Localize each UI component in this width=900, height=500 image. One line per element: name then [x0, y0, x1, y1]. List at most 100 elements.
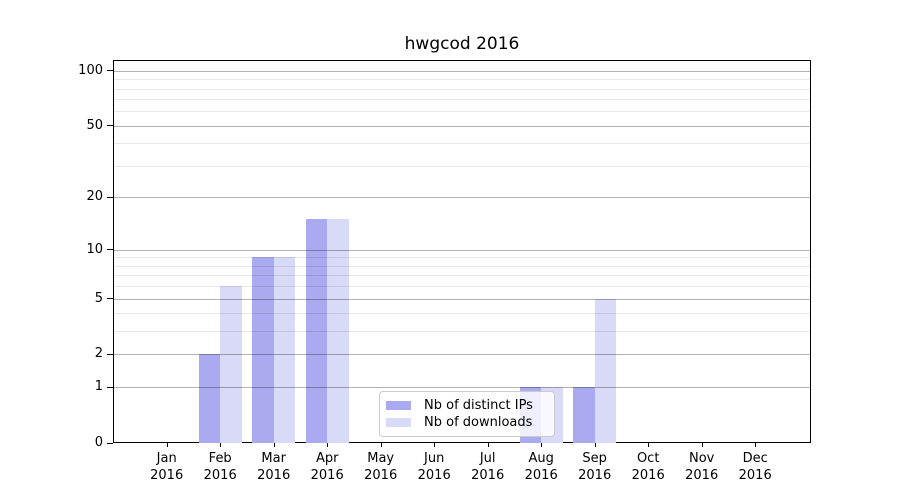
x-tick-year: 2016 — [257, 468, 291, 483]
legend-label-downloads: Nb of downloads — [424, 415, 533, 430]
x-tick-label-apr: Apr 2016 — [295, 450, 359, 484]
x-tick-year: 2016 — [738, 468, 772, 483]
bar-downloads-mar — [273, 257, 296, 443]
bar-downloads-feb — [220, 286, 242, 443]
y-tick-label-100: 100 — [78, 62, 103, 78]
gridline-minor-40 — [114, 143, 810, 145]
gridline-minor-90 — [114, 79, 810, 81]
x-tick-month: Aug — [528, 451, 554, 466]
bar-distinct-ips-sep — [573, 387, 595, 443]
gridline-major-100 — [114, 70, 810, 72]
x-tick-year: 2016 — [578, 468, 612, 483]
legend-label-distinct-ips: Nb of distinct IPs — [424, 398, 533, 413]
x-tick-label-sep: Sep 2016 — [563, 450, 627, 484]
gridline-major-50 — [114, 125, 810, 127]
x-tick-month: Jun — [424, 451, 445, 466]
legend-item-downloads: Nb of downloads — [386, 414, 548, 431]
x-tick-mark-apr — [327, 443, 329, 447]
x-tick-label-aug: Aug 2016 — [509, 450, 573, 484]
gridline-major-2 — [114, 354, 810, 356]
x-tick-label-mar: Mar 2016 — [242, 450, 306, 484]
x-tick-mark-mar — [273, 443, 275, 447]
legend-swatch-icon-downloads — [386, 418, 411, 427]
x-tick-year: 2016 — [685, 468, 719, 483]
x-tick-month: Feb — [208, 451, 232, 466]
x-tick-mark-jun — [434, 443, 436, 447]
y-tick-mark-50 — [107, 125, 113, 127]
x-tick-year: 2016 — [150, 468, 184, 483]
x-tick-mark-jul — [487, 443, 489, 447]
x-tick-year: 2016 — [524, 468, 558, 483]
bar-downloads-apr — [327, 219, 349, 443]
x-tick-label-jan: Jan 2016 — [135, 450, 199, 484]
y-tick-mark-2 — [107, 353, 113, 355]
x-tick-mark-feb — [220, 443, 222, 447]
y-tick-label-0: 0 — [94, 435, 103, 450]
gridline-minor-7 — [114, 275, 810, 277]
x-tick-year: 2016 — [203, 468, 237, 483]
x-tick-label-dec: Dec 2016 — [723, 450, 787, 484]
x-tick-year: 2016 — [364, 468, 398, 483]
x-tick-mark-sep — [594, 443, 596, 447]
gridline-major-20 — [114, 197, 810, 199]
y-tick-mark-100 — [107, 70, 113, 72]
gridline-minor-80 — [114, 88, 810, 90]
x-tick-label-feb: Feb 2016 — [188, 450, 252, 484]
legend-swatch-icon-distinct-ips — [386, 401, 411, 410]
x-tick-month: Sep — [582, 451, 607, 466]
x-tick-label-jul: Jul 2016 — [456, 450, 520, 484]
legend-item-distinct-ips: Nb of distinct IPs — [386, 397, 548, 414]
x-tick-month: Jul — [479, 451, 496, 466]
gridline-minor-4 — [114, 313, 810, 315]
chart-title: hwgcod 2016 — [404, 34, 520, 54]
x-tick-mark-jan — [166, 443, 168, 447]
x-tick-label-oct: Oct 2016 — [616, 450, 680, 484]
gridline-minor-70 — [114, 99, 810, 101]
y-tick-label-10: 10 — [86, 241, 103, 257]
x-tick-year: 2016 — [417, 468, 451, 483]
x-tick-mark-nov — [701, 443, 703, 447]
gridline-minor-6 — [114, 286, 810, 287]
bar-downloads-sep — [594, 298, 617, 443]
gridline-minor-60 — [114, 111, 810, 113]
x-tick-label-jun: Jun 2016 — [402, 450, 466, 484]
bar-distinct-ips-apr — [305, 219, 328, 443]
x-tick-month: Dec — [742, 451, 768, 466]
x-tick-month: Oct — [636, 451, 660, 466]
x-tick-month: Mar — [261, 451, 286, 466]
legend: Nb of distinct IPs Nb of downloads — [379, 391, 555, 437]
x-tick-label-may: May 2016 — [349, 450, 413, 484]
y-tick-mark-0 — [107, 442, 113, 444]
y-tick-mark-10 — [107, 249, 113, 251]
x-tick-mark-dec — [755, 443, 757, 447]
x-tick-month: Nov — [689, 451, 715, 466]
x-tick-year: 2016 — [631, 468, 665, 483]
x-tick-month: Apr — [315, 451, 339, 466]
x-tick-year: 2016 — [310, 468, 344, 483]
x-tick-year: 2016 — [471, 468, 505, 483]
y-tick-label-50: 50 — [86, 117, 103, 133]
bar-distinct-ips-feb — [198, 354, 221, 443]
gridline-minor-3 — [114, 331, 810, 333]
bar-distinct-ips-mar — [252, 257, 274, 443]
gridline-minor-9 — [114, 257, 810, 259]
gridline-major-10 — [114, 249, 810, 251]
x-tick-mark-oct — [648, 443, 650, 447]
x-tick-month: Jan — [156, 451, 177, 466]
x-tick-month: May — [367, 451, 395, 466]
y-tick-label-1: 1 — [94, 379, 103, 395]
y-tick-label-2: 2 — [94, 346, 103, 362]
y-tick-label-20: 20 — [86, 189, 103, 205]
gridline-major-5 — [114, 298, 810, 300]
gridline-minor-30 — [114, 166, 810, 167]
y-tick-mark-1 — [107, 386, 113, 388]
x-tick-mark-may — [380, 443, 382, 447]
x-tick-label-nov: Nov 2016 — [670, 450, 734, 484]
x-tick-mark-aug — [541, 443, 543, 447]
y-tick-mark-5 — [107, 298, 113, 299]
y-tick-label-5: 5 — [94, 290, 103, 306]
gridline-major-1 — [114, 387, 810, 389]
y-tick-mark-20 — [107, 196, 113, 198]
gridline-minor-8 — [114, 265, 810, 267]
